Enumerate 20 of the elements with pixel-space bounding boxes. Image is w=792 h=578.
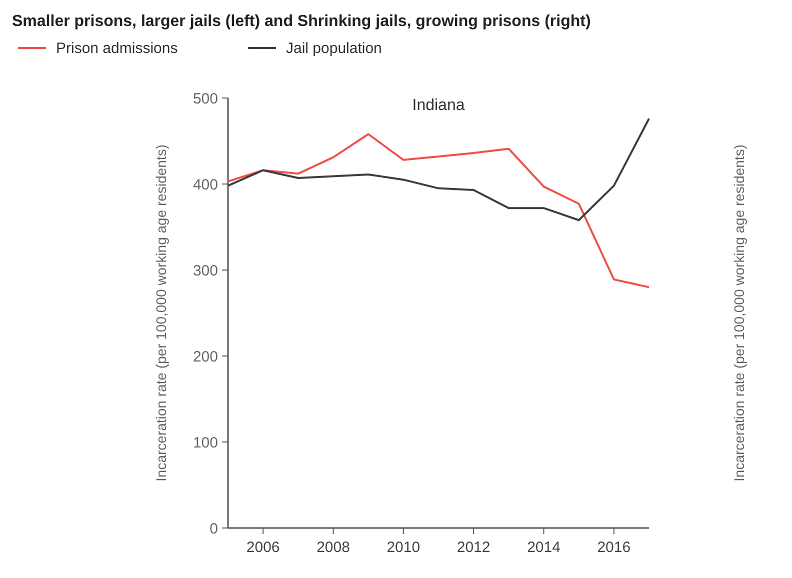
legend-label: Jail population (286, 40, 382, 57)
y-tick-label: 500 (192, 90, 218, 108)
x-tick-label: 2016 (597, 539, 631, 556)
y-tick-label: 200 (192, 348, 218, 366)
line-series (227, 133, 650, 288)
x-tick-label: 2012 (456, 539, 490, 556)
x-tick-label: 2006 (246, 539, 280, 556)
y-tick-label: 300 (192, 262, 218, 280)
x-tick-label: 2014 (527, 539, 560, 556)
x-tick-label: 2008 (316, 539, 350, 556)
y-axis-title: Incarceration rate (per 100,000 working age residents) (153, 144, 169, 482)
y-tick-label: 0 (210, 520, 218, 538)
chart-title: Smaller prisons, larger jails (left) and Shrinking jails, growing prisons (right) (12, 13, 591, 30)
text: Incarceration rate (per 100,000 working age residents) (731, 144, 747, 482)
y-tick-label: 100 (192, 434, 218, 452)
line-series (227, 118, 650, 222)
chart-subtitle: Indiana (412, 97, 465, 114)
y-tick-label: 400 (192, 176, 218, 194)
x-tick-label: 2010 (386, 539, 420, 556)
legend-label: Prison admissions (56, 40, 178, 57)
